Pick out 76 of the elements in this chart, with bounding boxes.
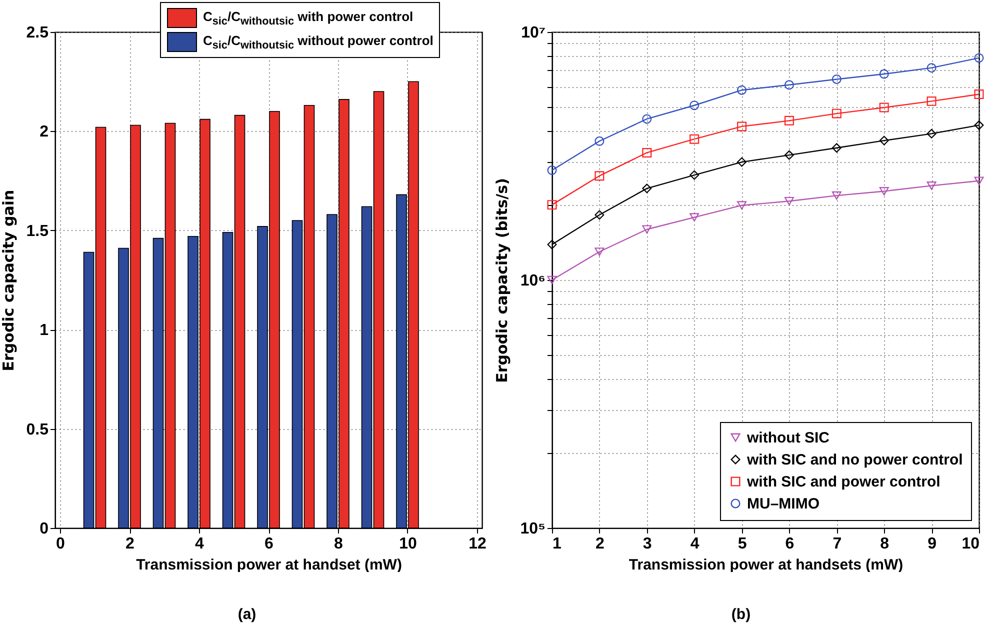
x-tick-label: 4 bbox=[195, 536, 204, 552]
point bbox=[642, 225, 652, 234]
point bbox=[926, 96, 936, 106]
y-tick-label: 2.5 bbox=[26, 24, 49, 42]
x-tick-label: 1 bbox=[552, 536, 562, 552]
x-tick-label: 2 bbox=[126, 536, 135, 552]
point bbox=[642, 184, 652, 194]
y-axis-title: Ergodic capacity (bits/s) bbox=[493, 178, 512, 383]
point bbox=[594, 248, 604, 256]
x-tick-label: 8 bbox=[880, 536, 890, 552]
y-axis-title: Ergodic capacity gain bbox=[0, 190, 18, 372]
x-tick-label: 9 bbox=[928, 536, 937, 552]
point bbox=[879, 69, 889, 79]
y-tick-label: 2 bbox=[40, 124, 49, 141]
legend-label: with SIC and no power control bbox=[746, 452, 963, 468]
x-tick-label: 8 bbox=[334, 536, 344, 552]
legend-label: with SIC and power control bbox=[746, 474, 940, 490]
point bbox=[784, 80, 794, 90]
x-tick-label: 10 bbox=[399, 536, 417, 552]
text: (a) bbox=[236, 606, 258, 623]
x-tick-label: 0 bbox=[56, 536, 66, 552]
point bbox=[737, 157, 747, 167]
point bbox=[594, 171, 604, 181]
y-tick-label: 10⁵ bbox=[520, 520, 546, 538]
point bbox=[926, 63, 936, 73]
point bbox=[879, 187, 889, 196]
point bbox=[879, 102, 889, 112]
x-tick-label: 5 bbox=[738, 536, 747, 552]
point bbox=[737, 85, 747, 95]
point bbox=[547, 240, 557, 250]
point bbox=[832, 108, 842, 118]
legend-label: C$_{sic}$/C$_{withoutsic}$ with power control bbox=[203, 8, 414, 28]
point bbox=[784, 116, 794, 126]
point bbox=[737, 201, 747, 210]
y-tick-label: 1.5 bbox=[26, 222, 49, 240]
y-tick-label: 0.5 bbox=[26, 421, 49, 438]
point bbox=[879, 136, 889, 146]
point bbox=[690, 213, 700, 222]
y-tick-label: 0 bbox=[40, 520, 49, 538]
point bbox=[737, 122, 747, 132]
point bbox=[974, 176, 984, 186]
x-tick-label: 2 bbox=[595, 536, 604, 552]
x-tick-label: 6 bbox=[264, 536, 274, 552]
y-tick-label: 10⁶ bbox=[520, 272, 546, 290]
text: (b) bbox=[730, 606, 752, 623]
point bbox=[926, 128, 936, 138]
legend-label: without SIC bbox=[746, 430, 830, 446]
point bbox=[784, 150, 794, 160]
point bbox=[832, 74, 842, 84]
x-tick-label: 12 bbox=[468, 536, 486, 552]
y-tick-label: 10⁷ bbox=[521, 24, 546, 42]
point bbox=[594, 136, 604, 146]
point bbox=[642, 148, 652, 158]
point bbox=[832, 143, 842, 153]
point bbox=[642, 114, 652, 124]
x-tick-label: 6 bbox=[785, 536, 794, 552]
point bbox=[832, 191, 842, 200]
point bbox=[690, 100, 700, 110]
x-tick-label: 10 bbox=[962, 536, 980, 552]
x-tick-label: 3 bbox=[642, 536, 652, 552]
point bbox=[547, 200, 557, 210]
point bbox=[784, 196, 794, 206]
x-tick-label: 4 bbox=[690, 536, 700, 552]
point bbox=[974, 53, 984, 63]
point bbox=[974, 90, 984, 99]
point bbox=[926, 182, 936, 190]
y-tick-label: 1 bbox=[40, 322, 49, 340]
point bbox=[690, 170, 700, 180]
x-tick-label: 7 bbox=[832, 536, 842, 552]
point bbox=[547, 276, 557, 284]
point bbox=[974, 120, 984, 130]
point bbox=[547, 166, 557, 175]
legend-label: C$_{sic}$/C$_{withoutsic}$ without power control bbox=[203, 32, 434, 52]
point bbox=[690, 134, 700, 144]
legend-label: MU–MIMO bbox=[747, 496, 820, 512]
point bbox=[594, 210, 604, 220]
